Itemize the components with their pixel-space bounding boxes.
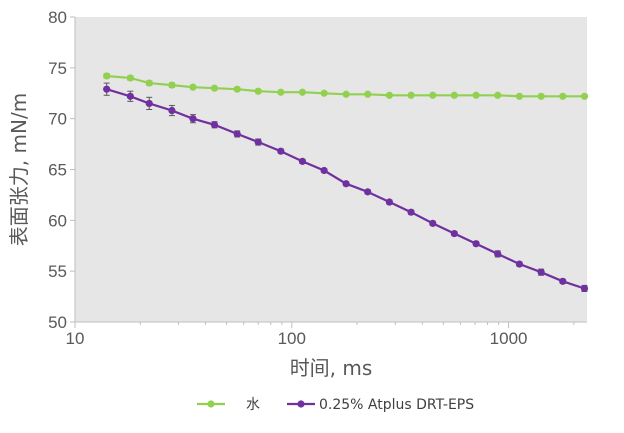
- legend: 水 0.25% Atplus DRT-EPS: [197, 397, 474, 413]
- data-point: [559, 277, 567, 285]
- x-axis-title: 时间, ms: [290, 356, 373, 380]
- data-point: [168, 106, 176, 115]
- y-tick-label: 60: [48, 211, 67, 230]
- data-point: [450, 91, 458, 99]
- data-point: [210, 121, 219, 129]
- plot-area-background: [75, 17, 587, 322]
- data-point: [450, 229, 458, 238]
- data-point: [168, 81, 176, 89]
- legend-marker: [297, 400, 305, 408]
- data-point: [494, 91, 502, 99]
- data-point: [407, 208, 415, 216]
- data-point: [580, 92, 589, 100]
- data-point: [298, 157, 307, 165]
- data-point: [429, 219, 437, 227]
- x-tick-label: 100: [278, 329, 306, 348]
- y-tick-label: 75: [48, 59, 67, 78]
- data-point: [126, 74, 134, 82]
- y-tick-label: 50: [48, 313, 67, 332]
- data-point: [103, 85, 111, 93]
- data-point: [254, 87, 262, 95]
- data-point: [385, 198, 394, 206]
- data-point: [537, 268, 545, 276]
- data-point: [364, 90, 372, 98]
- data-point: [126, 92, 134, 100]
- data-point: [364, 188, 372, 196]
- data-point: [254, 138, 262, 146]
- data-point: [472, 240, 480, 248]
- data-point: [233, 130, 241, 138]
- data-point: [580, 284, 589, 293]
- data-point: [320, 166, 328, 175]
- legend-label: 水: [246, 397, 260, 413]
- y-axis-title: 表面张力, mN/m: [7, 93, 31, 246]
- data-point: [342, 90, 350, 98]
- series-1: [103, 72, 589, 100]
- legend-marker: [207, 400, 215, 408]
- data-point: [385, 91, 394, 99]
- data-point: [145, 99, 153, 108]
- data-point: [515, 92, 524, 100]
- data-point: [472, 91, 480, 99]
- data-point: [537, 92, 545, 100]
- legend-item-2: 0.25% Atplus DRT-EPS: [287, 397, 474, 413]
- data-point: [559, 92, 567, 100]
- data-point: [298, 88, 307, 96]
- data-point: [189, 115, 197, 123]
- series-2: [103, 82, 589, 293]
- data-point: [145, 79, 153, 87]
- legend-item-1: 水: [197, 397, 260, 413]
- y-tick-label: 70: [48, 110, 67, 129]
- y-tick-label: 65: [48, 161, 67, 180]
- legend-label: 0.25% Atplus DRT-EPS: [319, 397, 474, 413]
- data-point: [494, 250, 502, 258]
- data-point: [342, 180, 350, 188]
- data-point: [277, 88, 285, 96]
- data-point: [429, 91, 437, 99]
- x-tick-label: 10: [66, 329, 85, 348]
- data-point: [103, 72, 111, 80]
- data-point: [189, 83, 197, 91]
- data-point: [277, 147, 285, 155]
- data-point: [407, 91, 415, 99]
- data-point: [320, 89, 328, 97]
- data-point: [210, 84, 219, 92]
- x-tick-label: 1000: [490, 329, 528, 348]
- y-tick-label: 55: [48, 262, 67, 281]
- data-point: [515, 260, 524, 268]
- data-point: [233, 85, 241, 93]
- y-tick-label: 80: [48, 8, 67, 27]
